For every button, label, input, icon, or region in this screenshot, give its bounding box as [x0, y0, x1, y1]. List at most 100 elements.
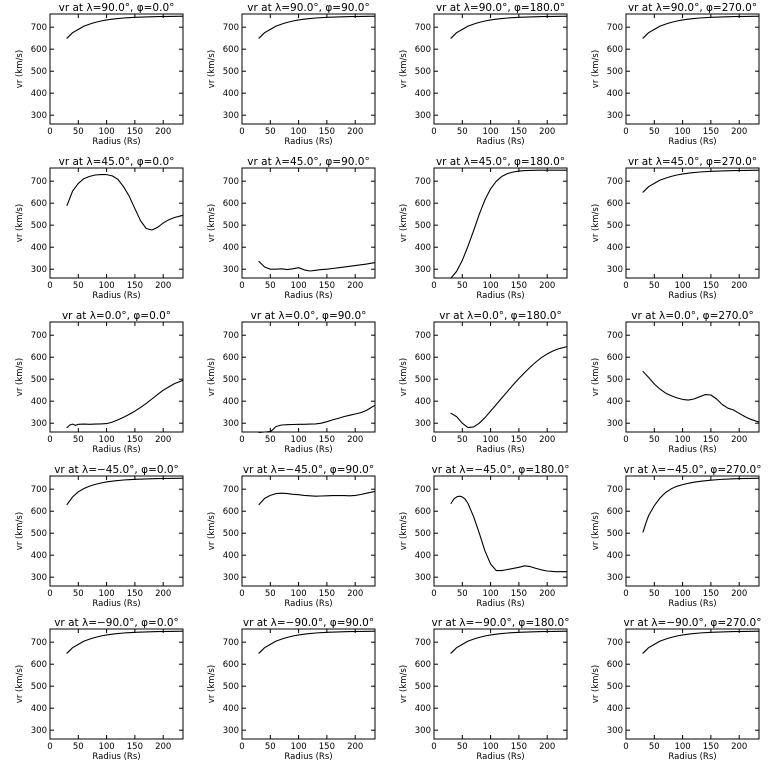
chart-panel: vr at λ=−90.0°, φ=90.0° 0 50 100 150 200 300 40… [207, 617, 376, 762]
y-tick-label: 600 [415, 45, 431, 55]
y-tick-label: 500 [31, 682, 47, 692]
chart-panel: vr at λ=−90.0°, φ=0.0° 0 50 100 150 200 300 400… [15, 617, 184, 762]
velocity-curve [258, 630, 376, 654]
plot-frame [49, 475, 184, 587]
y-axis-label: vr (km/s) [399, 665, 409, 703]
y-tick-label: 700 [415, 638, 431, 648]
y-tick-label: 500 [415, 221, 431, 231]
x-tick-label: 100 [482, 281, 498, 291]
y-tick-label: 700 [223, 638, 239, 648]
x-axis-label: Radius (Rs) [668, 291, 716, 301]
velocity-curve [258, 15, 376, 39]
x-axis-label: Radius (Rs) [476, 752, 524, 762]
y-tick-label: 500 [31, 529, 47, 539]
y-tick-label: 300 [415, 573, 431, 583]
y-tick-label: 600 [31, 45, 47, 55]
x-tick-label: 50 [457, 127, 468, 137]
x-tick-label: 100 [674, 127, 690, 137]
y-axis-label: vr (km/s) [591, 50, 601, 88]
x-tick-label: 150 [319, 127, 335, 137]
x-tick-label: 0 [623, 742, 628, 752]
panel-title: vr at λ=−90.0°, φ=180.0° [432, 617, 570, 629]
x-tick-label: 150 [127, 127, 143, 137]
x-tick-label: 50 [457, 435, 468, 445]
y-tick-label: 600 [223, 507, 239, 517]
x-tick-label: 50 [265, 742, 276, 752]
y-tick-label: 500 [415, 529, 431, 539]
panel-title: vr at λ=90.0°, φ=180.0° [436, 2, 565, 14]
y-tick-label: 400 [223, 397, 239, 407]
x-tick-label: 150 [319, 742, 335, 752]
y-tick-label: 300 [415, 111, 431, 121]
chart-panel: vr at λ=0.0°, φ=0.0° 0 50 100 150 200 300 400 50… [15, 310, 184, 455]
panel-title: vr at λ=45.0°, φ=270.0° [628, 156, 757, 168]
velocity-curve [258, 404, 376, 433]
x-tick-label: 100 [290, 742, 306, 752]
x-tick-label: 100 [98, 281, 114, 291]
x-tick-label: 50 [73, 435, 84, 445]
plot-frame [49, 321, 184, 433]
x-tick-label: 200 [731, 742, 747, 752]
x-tick-label: 50 [73, 742, 84, 752]
x-tick-label: 200 [347, 127, 363, 137]
y-axis-label: vr (km/s) [399, 50, 409, 88]
y-tick-label: 700 [607, 23, 623, 33]
x-tick-label: 150 [703, 127, 719, 137]
y-tick-label: 700 [31, 177, 47, 187]
x-axis-label: Radius (Rs) [284, 137, 332, 147]
y-tick-label: 400 [31, 704, 47, 714]
x-tick-label: 0 [623, 589, 628, 599]
y-tick-label: 500 [223, 529, 239, 539]
x-tick-label: 200 [155, 742, 171, 752]
y-tick-label: 300 [223, 265, 239, 275]
x-tick-label: 0 [239, 435, 244, 445]
x-tick-label: 150 [319, 435, 335, 445]
y-tick-label: 600 [607, 45, 623, 55]
panel-title: vr at λ=−90.0°, φ=0.0° [54, 617, 179, 629]
y-tick-label: 300 [223, 419, 239, 429]
x-axis-label: Radius (Rs) [284, 445, 332, 455]
panel-title: vr at λ=90.0°, φ=270.0° [628, 2, 757, 14]
y-axis-label: vr (km/s) [207, 512, 217, 550]
plot-frame [433, 13, 568, 125]
y-tick-label: 700 [607, 485, 623, 495]
plot-frame [433, 167, 568, 279]
x-tick-label: 50 [457, 281, 468, 291]
y-tick-label: 400 [223, 704, 239, 714]
panel-title: vr at λ=−45.0°, φ=0.0° [54, 464, 179, 476]
y-tick-label: 700 [607, 331, 623, 341]
x-tick-label: 200 [155, 281, 171, 291]
x-tick-label: 100 [482, 127, 498, 137]
x-tick-label: 50 [457, 742, 468, 752]
chart-panel: vr at λ=45.0°, φ=90.0° 0 50 100 150 200 300 400… [207, 156, 376, 301]
x-tick-label: 50 [649, 281, 660, 291]
y-axis-label: vr (km/s) [15, 204, 25, 242]
x-tick-label: 50 [265, 281, 276, 291]
x-axis-label: Radius (Rs) [92, 445, 140, 455]
y-tick-label: 600 [31, 507, 47, 517]
plot-frame [49, 167, 184, 279]
velocity-curve [450, 495, 568, 573]
y-tick-label: 300 [31, 573, 47, 583]
y-tick-label: 500 [31, 67, 47, 77]
chart-panel: vr at λ=45.0°, φ=0.0° 0 50 100 150 200 300 400 5… [15, 156, 184, 301]
y-tick-label: 300 [607, 111, 623, 121]
y-tick-label: 300 [607, 419, 623, 429]
y-axis-label: vr (km/s) [15, 358, 25, 396]
y-tick-label: 400 [31, 89, 47, 99]
x-tick-label: 150 [127, 742, 143, 752]
y-tick-label: 700 [415, 23, 431, 33]
y-tick-label: 600 [415, 199, 431, 209]
y-axis-label: vr (km/s) [591, 358, 601, 396]
y-tick-label: 600 [223, 199, 239, 209]
x-tick-label: 150 [703, 742, 719, 752]
y-tick-label: 400 [31, 551, 47, 561]
x-axis-label: Radius (Rs) [92, 752, 140, 762]
y-tick-label: 400 [223, 551, 239, 561]
panel-title: vr at λ=−45.0°, φ=90.0° [243, 464, 374, 476]
y-tick-label: 300 [31, 265, 47, 275]
x-tick-label: 100 [290, 127, 306, 137]
x-tick-label: 0 [239, 281, 244, 291]
y-tick-label: 500 [223, 221, 239, 231]
y-tick-label: 700 [415, 177, 431, 187]
